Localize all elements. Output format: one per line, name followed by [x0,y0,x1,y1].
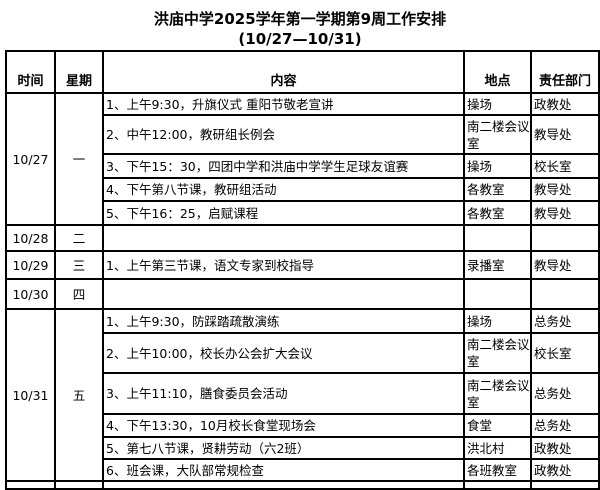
empty-cell [463,480,532,490]
table-row: 10/29 三 1、上午第三节课，语文专家到校指导 录播室 教导处 [5,250,600,280]
date-cell: 10/28 [5,224,56,252]
location-cell: 南二楼会议室 [463,372,532,415]
content-cell: 3、上午11:10，膳食委员会活动 [102,372,465,415]
header-date: 时间 [5,50,56,94]
weekday-cell: 三 [54,250,104,280]
page-subtitle: (10/27—10/31) [238,30,362,48]
table-row: 2、上午10:00，校长办公会扩大会议 南二楼会议室 校长室 [6,332,600,374]
content-cell: 2、上午10:00，校长办公会扩大会议 [102,332,465,374]
content-cell: 4、下午第八节课，教研组活动 [102,177,465,202]
location-cell [463,278,532,310]
department-cell [530,278,600,310]
table-row: 10/30 四 [5,278,600,310]
content-cell: 2、中午12:00，教研组长例会 [102,114,465,155]
weekday-cell: 二 [54,224,104,252]
table-row: 6、班会课，大队部常规检查 各班教室 政教处 [6,458,600,482]
header-row: 时间 星期 内容 地点 责任部门 [5,50,600,94]
content-cell: 6、班会课，大队部常规检查 [102,458,465,482]
department-cell: 教导处 [530,114,600,155]
content-cell: 3、下午15：30，四团中学和洪庙中学学生足球友谊赛 [102,153,465,179]
department-cell: 校长室 [530,153,600,179]
location-cell: 录播室 [463,250,532,280]
table-row: 5、下午16：25，启赋课程 各教室 教导处 [6,200,600,226]
header-weekday: 星期 [54,50,104,94]
table-row: 5、第七八节课，贤耕劳动（六2班） 洪北村 政教处 [6,436,600,460]
weekday-cell: 四 [54,278,104,310]
date-cell: 10/31 [5,308,56,482]
date-cell: 10/27 [5,92,56,226]
content-cell [102,224,465,252]
department-cell [530,224,600,252]
location-cell: 洪北村 [463,436,532,460]
department-cell: 政教处 [530,436,600,460]
location-cell: 操场 [463,153,532,179]
date-cell: 10/30 [5,278,56,310]
location-cell: 各教室 [463,177,532,202]
weekday-cell: 一 [54,92,104,226]
department-cell: 总务处 [530,308,600,334]
table-row: 10/28 二 [5,224,600,252]
content-cell: 4、下午13:30，10月校长食堂现场会 [102,413,465,438]
table-row: 10/31 五 1、上午9:30，防踩踏疏散演练 操场 总务处 [5,308,600,482]
department-cell: 总务处 [530,413,600,438]
location-cell: 南二楼会议室 [463,332,532,374]
department-cell: 政教处 [530,92,600,116]
department-cell: 政教处 [530,458,600,482]
schedule-table: 时间 星期 内容 地点 责任部门 10/27 一 1、上午9:30，升旗仪式 重阳节… [5,50,600,490]
content-cell: 5、第七八节课，贤耕劳动（六2班） [102,436,465,460]
department-cell: 总务处 [530,372,600,415]
location-cell: 操场 [463,308,532,334]
content-cell: 5、下午16：25，启赋课程 [102,200,465,226]
date-cell: 10/29 [5,250,56,280]
table-row: 4、下午13:30，10月校长食堂现场会 食堂 总务处 [6,413,600,438]
header-location: 地点 [463,50,532,94]
location-cell: 各班教室 [463,458,532,482]
header-content: 内容 [102,50,465,94]
table-row: 3、上午11:10，膳食委员会活动 南二楼会议室 总务处 [6,372,600,415]
department-cell: 校长室 [530,332,600,374]
empty-cell [54,480,104,490]
department-cell: 教导处 [530,177,600,202]
location-cell: 操场 [463,92,532,116]
table-row: 4、下午第八节课，教研组活动 各教室 教导处 [6,177,600,202]
location-cell: 各教室 [463,200,532,226]
department-cell: 教导处 [530,200,600,226]
location-cell: 食堂 [463,413,532,438]
table-row: 3、下午15：30，四团中学和洪庙中学学生足球友谊赛 操场 校长室 [6,153,600,179]
location-cell: 南二楼会议室 [463,114,532,155]
content-cell [102,278,465,310]
table-row [5,480,600,490]
weekday-cell: 五 [54,308,104,482]
empty-cell [5,480,56,490]
location-cell [463,224,532,252]
content-cell: 1、上午9:30，升旗仪式 重阳节敬老宣讲 [102,92,465,116]
page-title: 洪庙中学2025学年第一学期第9周工作安排 [153,10,447,28]
department-cell: 教导处 [530,250,600,280]
content-cell: 1、上午9:30，防踩踏疏散演练 [102,308,465,334]
empty-cell [530,480,600,490]
content-cell: 1、上午第三节课，语文专家到校指导 [102,250,465,280]
header-department: 责任部门 [530,50,600,94]
empty-cell [102,480,465,490]
table-row: 10/27 一 1、上午9:30，升旗仪式 重阳节敬老宣讲 操场 政教处 [5,92,600,226]
table-row: 2、中午12:00，教研组长例会 南二楼会议室 教导处 [6,114,600,155]
